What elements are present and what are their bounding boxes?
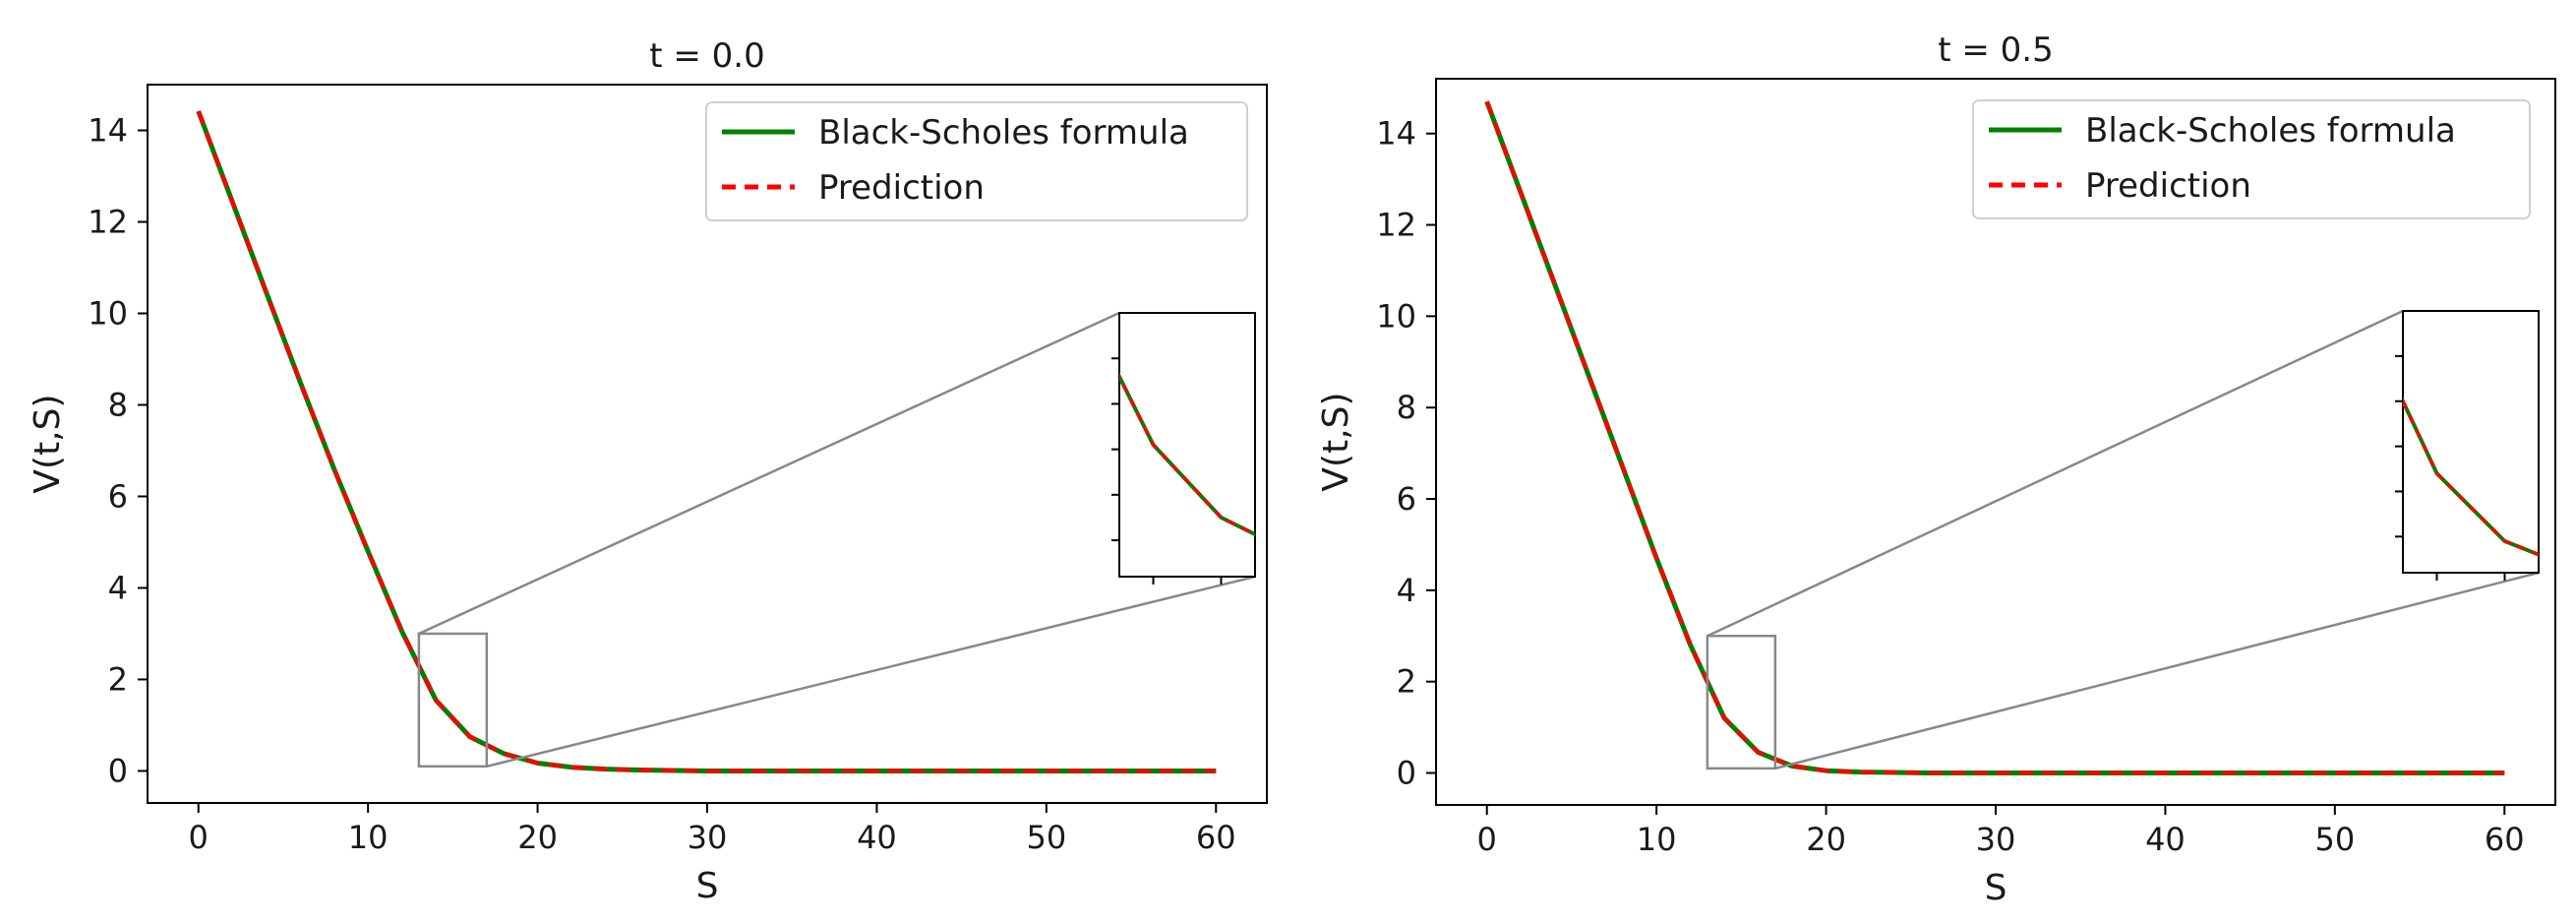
zoom-inset (2395, 310, 2540, 581)
x-tick-label: 40 (2145, 821, 2186, 858)
y-tick-label: 2 (1397, 663, 1416, 701)
y-tick-label: 12 (1376, 207, 1416, 244)
inset-series-line-2 (1119, 373, 1255, 536)
chart-panel-1: t = 0.0 0 10 20 30 40 50 60 0 2 4 6 8 10 12 14 S V(t,S) Bl… (28, 36, 1268, 906)
y-axis-label: V(t,S) (1316, 392, 1356, 491)
y-tick-label: 6 (108, 477, 128, 515)
x-tick-label: 50 (2314, 821, 2355, 858)
zoom-region-box (417, 632, 489, 769)
legend-box (705, 101, 1248, 221)
legend: Black-Scholes formula Prediction (705, 101, 1248, 221)
inset-frame (2402, 310, 2540, 574)
chart-title: t = 0.5 (1938, 31, 2054, 70)
y-tick-label: 0 (108, 752, 128, 789)
y-tick-label: 0 (1397, 755, 1416, 792)
x-tick-label: 60 (2485, 821, 2525, 858)
series-line-2 (196, 110, 1217, 773)
x-tick-label: 10 (348, 819, 389, 856)
x-tick-label: 20 (517, 819, 558, 856)
y-tick-label: 2 (108, 660, 128, 698)
zoom-connector-top (418, 311, 1120, 636)
inset-series-line-1 (1119, 372, 1255, 537)
y-tick-label: 8 (1397, 389, 1416, 426)
y-tick-label: 10 (88, 294, 128, 332)
zoom-connector-bottom (1774, 571, 2540, 770)
y-tick-label: 4 (1397, 572, 1416, 609)
x-tick-label: 40 (857, 819, 897, 856)
legend-label-1: Black-Scholes formula (2085, 111, 2456, 151)
zoom-connector-bottom (486, 575, 1256, 769)
x-axis-label: S (696, 866, 719, 906)
x-tick-label: 0 (189, 819, 209, 856)
series-line-2 (1484, 100, 2505, 775)
x-tick-label: 60 (1196, 819, 1236, 856)
x-tick-label: 30 (688, 819, 728, 856)
x-tick-label: 10 (1637, 821, 1677, 858)
zoom-inset (1111, 312, 1256, 585)
zoom-region-box (1706, 635, 1777, 770)
y-tick-label: 14 (88, 111, 128, 149)
x-tick-label: 50 (1026, 819, 1066, 856)
legend-label-2: Prediction (818, 168, 985, 208)
y-tick-label: 8 (108, 386, 128, 423)
chart-title: t = 0.0 (649, 36, 765, 76)
x-axis-label: S (1985, 868, 2007, 908)
legend: Black-Scholes formula Prediction (1972, 99, 2531, 219)
legend-label-2: Prediction (2085, 166, 2251, 206)
chart-panel-2: t = 0.5 0 10 20 30 40 50 60 0 2 4 6 8 10 12 14 S V(t,S) Bl… (1316, 31, 2556, 908)
y-tick-label: 14 (1376, 115, 1416, 153)
y-tick-label: 6 (1397, 480, 1416, 518)
inset-frame (1118, 312, 1256, 578)
axes-frame (147, 84, 1268, 804)
y-tick-label: 10 (1376, 297, 1416, 335)
x-tick-label: 20 (1806, 821, 1846, 858)
x-tick-label: 30 (1976, 821, 2016, 858)
axes-frame (1435, 78, 2556, 806)
zoom-connector-top (1707, 309, 2404, 638)
x-tick-label: 0 (1477, 821, 1497, 858)
legend-box (1972, 99, 2531, 219)
legend-label-1: Black-Scholes formula (818, 113, 1189, 153)
y-tick-label: 4 (108, 569, 128, 606)
y-tick-label: 12 (88, 203, 128, 240)
y-axis-label: V(t,S) (28, 394, 68, 493)
